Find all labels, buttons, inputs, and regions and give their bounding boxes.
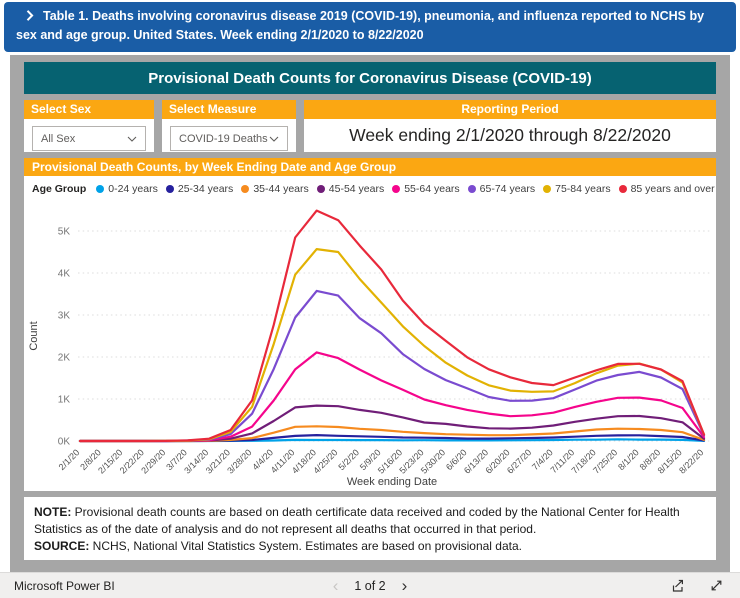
page-indicator: 1 of 2 bbox=[354, 578, 386, 593]
legend-item-label: 45-54 years bbox=[328, 182, 385, 195]
x-tick-label: 2/1/20 bbox=[57, 447, 82, 472]
x-tick-label: 4/25/20 bbox=[311, 447, 339, 475]
legend-item[interactable]: 35-44 years bbox=[241, 182, 309, 195]
powerbi-brand: Microsoft Power BI bbox=[14, 578, 115, 593]
legend-item[interactable]: 25-34 years bbox=[165, 182, 234, 195]
next-page-icon[interactable]: › bbox=[401, 576, 408, 595]
line-chart[interactable]: 0K1K2K3K4K5KCount2/1/202/8/202/15/202/22… bbox=[24, 197, 716, 491]
measure-dropdown[interactable]: COVID-19 Deaths bbox=[170, 126, 288, 151]
y-tick-label: 0K bbox=[58, 437, 71, 448]
table-banner[interactable]: Table 1. Deaths involving coronavirus di… bbox=[4, 2, 736, 52]
x-tick-label: 5/2/20 bbox=[336, 447, 361, 472]
legend-item-label: 25-34 years bbox=[177, 182, 234, 195]
legend-item[interactable]: 75-84 years bbox=[543, 182, 611, 195]
y-tick-label: 1K bbox=[58, 395, 71, 406]
sex-dropdown[interactable]: All Sex bbox=[32, 126, 146, 151]
select-sex-label: Select Sex bbox=[24, 100, 154, 119]
note-panel: NOTE: Provisional death counts are based… bbox=[24, 497, 716, 560]
y-axis-title: Count bbox=[28, 321, 40, 350]
powerbi-footer: Microsoft Power BI ‹ 1 of 2 › bbox=[0, 572, 740, 598]
legend-item[interactable]: 45-54 years bbox=[316, 182, 385, 195]
legend-item[interactable]: 65-74 years bbox=[467, 182, 536, 195]
legend-dot-icon bbox=[467, 184, 476, 193]
y-tick-label: 4K bbox=[58, 269, 71, 280]
x-axis-title: Week ending Date bbox=[347, 476, 437, 488]
legend-item-label: 65-74 years bbox=[479, 182, 536, 195]
legend-dot-icon bbox=[316, 184, 325, 193]
measure-dropdown-value: COVID-19 Deaths bbox=[179, 132, 268, 145]
legend-dot-icon bbox=[96, 184, 105, 193]
note-text: Provisional death counts are based on de… bbox=[34, 505, 680, 536]
select-measure-panel: Select Measure COVID-19 Deaths bbox=[162, 100, 296, 152]
legend-item[interactable]: 85 years and over bbox=[618, 182, 715, 195]
chevron-down-icon bbox=[269, 133, 279, 145]
chevron-down-icon bbox=[127, 133, 137, 145]
legend-dot-icon bbox=[618, 184, 627, 193]
sex-dropdown-value: All Sex bbox=[41, 132, 76, 145]
legend-dot-icon bbox=[543, 184, 552, 193]
series-line bbox=[78, 209, 706, 443]
x-tick-label: 7/25/20 bbox=[591, 447, 619, 475]
table-banner-text: Table 1. Deaths involving coronavirus di… bbox=[16, 9, 705, 42]
footer-actions bbox=[669, 578, 724, 594]
legend-dot-icon bbox=[165, 184, 174, 193]
x-tick-label: 6/27/20 bbox=[505, 447, 533, 475]
x-tick-label: 5/30/20 bbox=[419, 447, 447, 475]
legend-title: Age Group bbox=[32, 182, 87, 195]
legend-dot-icon bbox=[392, 184, 401, 193]
previous-page-icon[interactable]: ‹ bbox=[332, 576, 339, 595]
legend-item-label: 35-44 years bbox=[253, 182, 309, 195]
dashboard-title-bar: Provisional Death Counts for Coronavirus… bbox=[24, 62, 716, 94]
y-tick-label: 3K bbox=[58, 311, 71, 322]
filter-row: Select Sex All Sex Select Measure COVID-… bbox=[24, 100, 716, 152]
share-icon[interactable] bbox=[669, 578, 685, 594]
legend-item-label: 0-24 years bbox=[108, 182, 158, 195]
reporting-period-label: Reporting Period bbox=[304, 100, 716, 119]
source-label: SOURCE: bbox=[34, 538, 90, 553]
reporting-period-value: Week ending 2/1/2020 through 8/22/2020 bbox=[349, 125, 671, 145]
x-tick-label: 3/28/20 bbox=[225, 447, 253, 475]
chevron-right-icon bbox=[26, 9, 34, 27]
y-tick-label: 2K bbox=[58, 353, 71, 364]
x-tick-label: 8/22/20 bbox=[677, 447, 705, 475]
source-text: NCHS, National Vital Statistics System. … bbox=[89, 538, 522, 553]
x-tick-label: 2/29/20 bbox=[139, 447, 167, 475]
legend-item-label: 55-64 years bbox=[404, 182, 460, 195]
select-measure-label: Select Measure bbox=[162, 100, 296, 119]
chart-panel: Provisional Death Counts, by Week Ending… bbox=[24, 158, 716, 491]
dashboard-frame: Provisional Death Counts for Coronavirus… bbox=[10, 55, 730, 572]
fullscreen-icon[interactable] bbox=[709, 578, 724, 593]
chart-title: Provisional Death Counts, by Week Ending… bbox=[24, 158, 716, 176]
y-tick-label: 5K bbox=[58, 227, 71, 238]
reporting-period-panel: Reporting Period Week ending 2/1/2020 th… bbox=[304, 100, 716, 152]
legend-item[interactable]: 0-24 years bbox=[96, 183, 158, 195]
legend-item-label: 85 years and over bbox=[630, 182, 715, 195]
legend-dot-icon bbox=[241, 184, 250, 193]
legend-item-label: 75-84 years bbox=[555, 182, 611, 195]
legend-item[interactable]: 55-64 years bbox=[392, 182, 460, 195]
x-tick-label: 8/1/20 bbox=[616, 447, 641, 472]
chart-legend: Age Group 0-24 years 25-34 years 35-44 yea… bbox=[24, 176, 716, 197]
page-navigation: ‹ 1 of 2 › bbox=[333, 577, 408, 594]
dashboard-title: Provisional Death Counts for Coronavirus… bbox=[148, 69, 592, 87]
note-label: NOTE: bbox=[34, 505, 72, 519]
select-sex-panel: Select Sex All Sex bbox=[24, 100, 154, 152]
